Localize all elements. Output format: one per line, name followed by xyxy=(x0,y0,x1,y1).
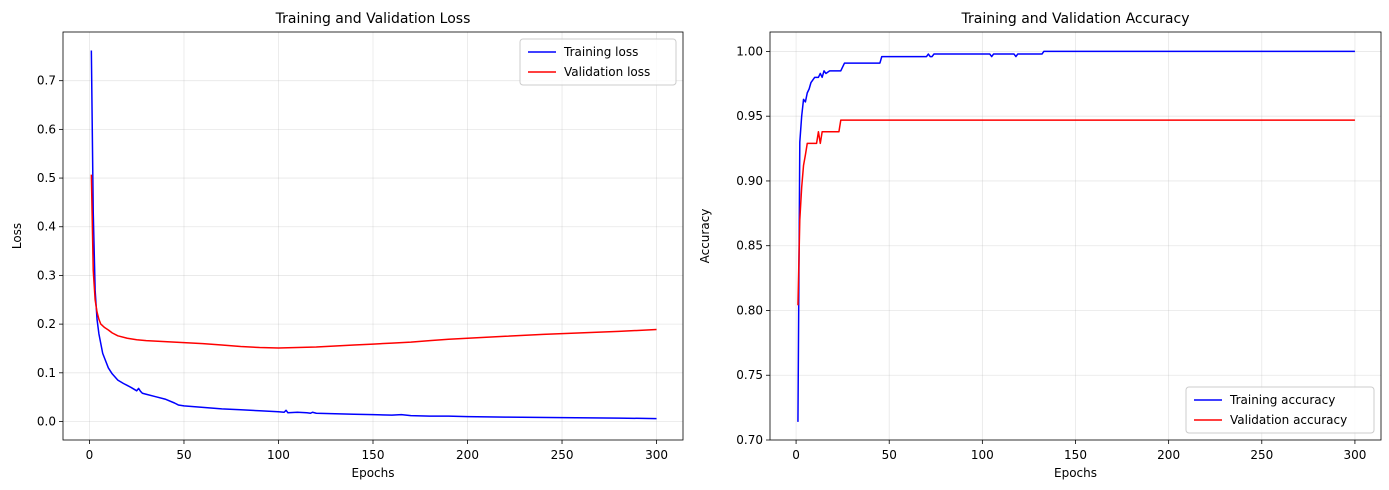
series-line-1 xyxy=(797,119,1355,306)
y-tick-label: 0.2 xyxy=(37,317,56,331)
x-tick-label: 250 xyxy=(551,448,574,462)
x-tick-label: 50 xyxy=(882,448,897,462)
x-tick-label: 300 xyxy=(645,448,668,462)
x-axis-label: Epochs xyxy=(352,466,395,480)
legend-label-0: Training accuracy xyxy=(1229,393,1335,407)
x-tick-label: 100 xyxy=(267,448,290,462)
y-tick-label: 0.6 xyxy=(37,122,56,136)
x-tick-label: 100 xyxy=(971,448,994,462)
y-tick-label: 0.75 xyxy=(736,368,763,382)
x-tick-label: 200 xyxy=(456,448,479,462)
x-tick-label: 250 xyxy=(1250,448,1273,462)
y-axis-label: Accuracy xyxy=(698,209,712,264)
y-tick-label: 0.90 xyxy=(736,174,763,188)
chart-title: Training and Validation Loss xyxy=(275,11,471,27)
legend-label-0: Training loss xyxy=(563,45,638,59)
legend: Training loss Validation loss xyxy=(519,38,677,86)
legend-label-1: Validation accuracy xyxy=(1230,413,1347,427)
y-tick-label: 0.7 xyxy=(37,74,56,88)
chart-title: Training and Validation Accuracy xyxy=(961,11,1190,27)
series-line-1 xyxy=(90,174,657,349)
x-tick-label: 50 xyxy=(176,448,191,462)
y-tick-label: 0.1 xyxy=(37,366,56,380)
legend: Training accuracy Validation accuracy xyxy=(1185,386,1375,434)
x-tick-label: 0 xyxy=(792,448,800,462)
y-tick-label: 0.95 xyxy=(736,109,763,123)
legend-box xyxy=(519,38,677,86)
x-tick-label: 150 xyxy=(1064,448,1087,462)
legend-label-1: Validation loss xyxy=(564,65,650,79)
y-tick-label: 0.70 xyxy=(736,433,763,447)
x-tick-label: 300 xyxy=(1343,448,1366,462)
y-axis-label: Loss xyxy=(10,223,24,249)
x-tick-label: 150 xyxy=(362,448,385,462)
y-tick-label: 0.85 xyxy=(736,239,763,253)
series-line-0 xyxy=(797,50,1355,422)
y-tick-label: 0.0 xyxy=(37,414,56,428)
y-tick-label: 0.5 xyxy=(37,171,56,185)
legend-box xyxy=(1185,386,1375,434)
series-line-0 xyxy=(90,50,657,420)
accuracy-chart: 0 50 100 150 200 250 300 0.70 0.75 0.80 0.85 0.90 0.… xyxy=(698,11,1382,480)
y-tick-label: 0.80 xyxy=(736,303,763,317)
loss-chart: 0 50 100 150 200 250 300 0.0 0.1 0.2 0.3 0.4 0.5 0.6 0… xyxy=(10,11,684,480)
y-tick-label: 0.3 xyxy=(37,268,56,282)
y-tick-label: 0.4 xyxy=(37,220,56,234)
x-tick-label: 200 xyxy=(1157,448,1180,462)
y-tick-label: 1.00 xyxy=(736,44,763,58)
x-tick-label: 0 xyxy=(86,448,94,462)
x-axis-label: Epochs xyxy=(1054,466,1097,480)
